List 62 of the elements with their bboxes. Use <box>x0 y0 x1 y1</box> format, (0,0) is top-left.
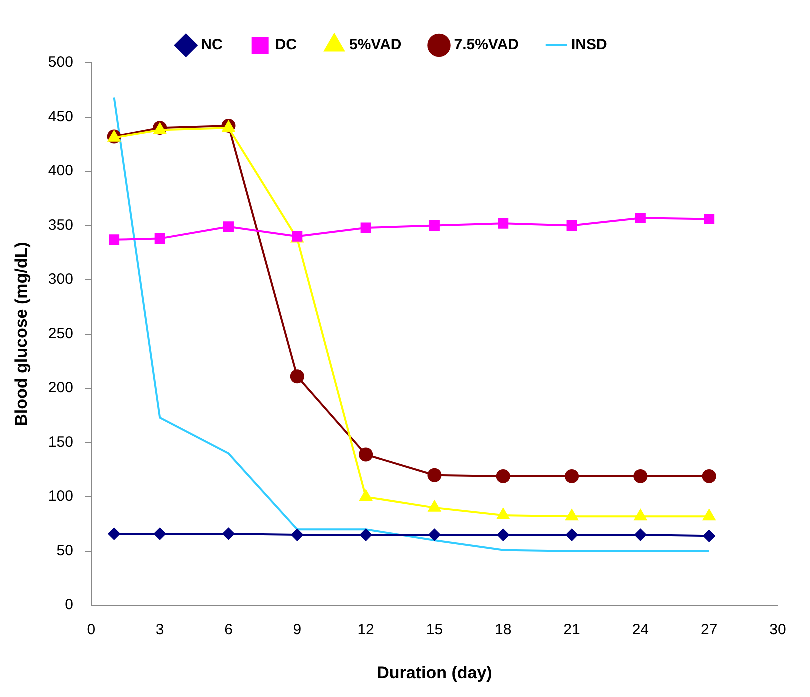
x-tick-label: 21 <box>564 622 580 639</box>
point <box>566 510 578 521</box>
x-tick-label: 9 <box>293 622 302 639</box>
point <box>154 234 166 244</box>
point <box>428 500 441 512</box>
x-tick-label: 12 <box>358 622 374 639</box>
point <box>428 529 441 542</box>
point <box>704 214 715 225</box>
point <box>154 528 166 540</box>
x-tick-label: 0 <box>87 622 96 639</box>
y-tick-label: 500 <box>48 54 74 72</box>
legend-label: DC <box>275 36 298 54</box>
y-tick-label: 150 <box>48 434 74 451</box>
y-tick-label: 400 <box>48 162 74 180</box>
y-tick-label: 0 <box>65 596 74 614</box>
x-tick-label: 30 <box>770 622 786 639</box>
point <box>703 530 716 542</box>
y-tick-label: 350 <box>48 216 74 234</box>
point <box>634 469 648 484</box>
x-tick-label: 27 <box>701 622 718 639</box>
y-tick-label: 100 <box>48 488 74 506</box>
point <box>108 528 120 540</box>
point <box>428 468 442 482</box>
x-tick-label: 6 <box>224 622 233 639</box>
legend-label: 5%VAD <box>350 36 402 54</box>
legend-label: 7.5%VAD <box>454 36 520 54</box>
point <box>565 469 580 484</box>
point <box>360 529 372 542</box>
point <box>497 508 510 520</box>
x-axis-title: Duration (day) <box>377 663 492 682</box>
legend-label: INSD <box>571 36 608 54</box>
point <box>635 212 646 224</box>
point <box>360 222 372 234</box>
point <box>497 529 510 542</box>
x-tick-label: 3 <box>156 622 164 639</box>
point <box>291 529 304 542</box>
y-tick-label: 50 <box>56 542 74 560</box>
point <box>634 529 647 542</box>
legend-label: NC <box>201 36 224 54</box>
y-tick-label: 300 <box>48 271 74 288</box>
point <box>498 218 509 229</box>
y-tick-label: 200 <box>48 380 74 397</box>
point <box>566 220 578 232</box>
point <box>222 121 235 132</box>
point <box>566 529 578 542</box>
point <box>702 469 716 484</box>
point <box>109 234 120 246</box>
point <box>222 528 235 540</box>
y-axis-title: Blood glucose (mg/dL) <box>12 242 31 426</box>
y-tick-label: 250 <box>48 325 74 342</box>
point <box>290 370 304 384</box>
x-tick-label: 15 <box>426 622 444 639</box>
point <box>496 469 510 484</box>
point <box>359 448 374 462</box>
point <box>703 510 716 521</box>
point <box>429 220 440 232</box>
point <box>634 510 647 521</box>
x-tick-label: 18 <box>495 622 512 639</box>
point <box>224 222 234 232</box>
point <box>360 490 372 502</box>
x-tick-label: 24 <box>632 622 650 639</box>
y-tick-label: 450 <box>48 108 74 126</box>
